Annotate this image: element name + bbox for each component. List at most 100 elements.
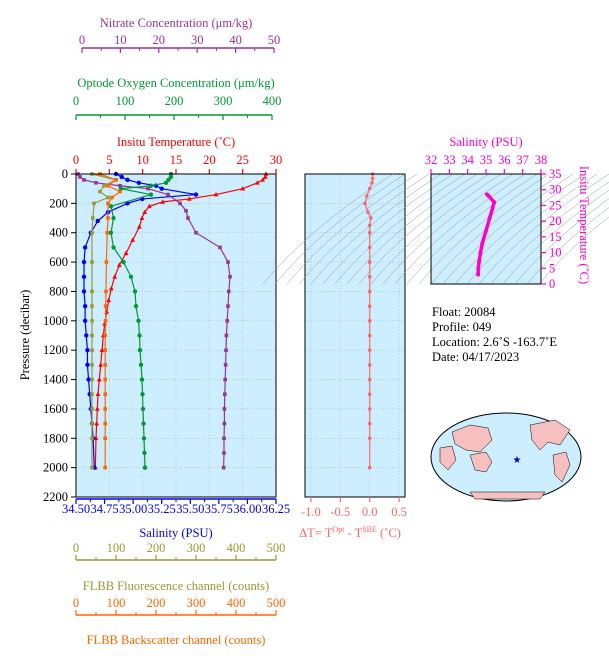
dt-point bbox=[367, 465, 372, 470]
salinity-axis-tick-label: 35.75 bbox=[205, 502, 233, 516]
series-point-0 bbox=[254, 180, 260, 185]
ts-point bbox=[490, 206, 495, 211]
pressure-axis-tick-label: 1000 bbox=[43, 314, 68, 328]
series-point-3 bbox=[111, 245, 116, 250]
series-point-1 bbox=[159, 186, 164, 191]
oxygen-axis-tick-label: 400 bbox=[263, 94, 282, 108]
ts-salinity-axis-tick-label: 36 bbox=[498, 153, 511, 167]
series-point-3 bbox=[140, 406, 146, 412]
dt-title-sup-opt: Opt bbox=[332, 525, 345, 534]
oxygen-axis-tick-label: 300 bbox=[214, 94, 233, 108]
series-point-2 bbox=[223, 363, 228, 367]
ts-point bbox=[477, 260, 482, 264]
ts-point bbox=[476, 272, 481, 277]
ts-salinity-axis-title: Salinity (PSU) bbox=[449, 135, 522, 149]
nitrate-axis-tick-label: 20 bbox=[153, 33, 166, 47]
series-point-4 bbox=[90, 230, 94, 235]
series-point-4 bbox=[90, 436, 94, 441]
series-point-1 bbox=[81, 289, 87, 294]
backscatter-axis-tick-label: 0 bbox=[73, 596, 79, 610]
profile-series bbox=[76, 171, 269, 470]
series-point-0 bbox=[112, 274, 118, 279]
pressure-axis-tick-label: 200 bbox=[49, 196, 68, 210]
ts-point bbox=[484, 228, 488, 233]
dt-title-main: ΔT= T bbox=[299, 526, 333, 540]
series-point-5 bbox=[103, 333, 107, 338]
ts-density-contour bbox=[310, 173, 442, 285]
fluorescence-axis-tick-label: 300 bbox=[187, 541, 206, 555]
oxygen-axis-title: Optode Oxygen Concentration (μm/kg) bbox=[77, 76, 274, 90]
ts-density-contour bbox=[538, 216, 609, 285]
series-point-2 bbox=[78, 175, 82, 179]
series-point-0 bbox=[146, 203, 152, 209]
dt-point bbox=[367, 407, 372, 411]
ts-point bbox=[486, 194, 491, 198]
series-point-3 bbox=[137, 333, 142, 338]
series-point-3 bbox=[166, 177, 171, 183]
ts-density-contour bbox=[442, 173, 574, 285]
dt-title-sup-sbe: SBE bbox=[362, 525, 377, 534]
series-point-0 bbox=[136, 224, 142, 229]
backscatter-axis-tick-label: 300 bbox=[187, 596, 206, 610]
pressure-axis-tick-label: 2200 bbox=[43, 490, 68, 504]
series-point-3 bbox=[108, 230, 114, 235]
series-point-3 bbox=[141, 436, 147, 441]
series-point-3 bbox=[168, 174, 174, 180]
map-land-australia bbox=[469, 451, 493, 473]
series-point-1 bbox=[125, 177, 130, 183]
fluorescence-axis-tick-label: 200 bbox=[147, 541, 166, 555]
series-point-1 bbox=[95, 218, 100, 224]
salinity-axis-tick-label: 34.50 bbox=[62, 502, 90, 516]
series-point-2 bbox=[118, 183, 122, 188]
series-point-2 bbox=[226, 260, 230, 264]
pressure-axis-tick-label: 400 bbox=[49, 226, 68, 240]
series-point-4 bbox=[90, 465, 94, 470]
series-point-5 bbox=[103, 304, 108, 308]
series-point-0 bbox=[139, 215, 145, 220]
nitrate-axis-tick-label: 50 bbox=[268, 33, 281, 47]
profile-plot-area bbox=[76, 174, 276, 497]
nitrate-axis-tick-label: 40 bbox=[229, 33, 242, 47]
ts-density-contour bbox=[286, 173, 418, 285]
series-point-5 bbox=[104, 289, 108, 294]
series-point-3 bbox=[142, 465, 148, 470]
series-point-2 bbox=[223, 377, 227, 382]
series-point-2 bbox=[224, 348, 228, 352]
backscatter-axis-tick-label: 100 bbox=[107, 596, 126, 610]
temperature-axis-tick-label: 5 bbox=[106, 153, 112, 167]
ts-density-contour bbox=[394, 173, 526, 285]
series-point-2 bbox=[221, 465, 226, 470]
series-point-0 bbox=[116, 262, 122, 267]
ts-series bbox=[476, 192, 497, 277]
ts-density-contour bbox=[262, 173, 394, 285]
ts-temperature-axis-title: Insitu Temperature (˚C) bbox=[577, 166, 591, 284]
series-point-0 bbox=[240, 186, 246, 191]
series-point-1 bbox=[81, 259, 87, 265]
series-point-3 bbox=[108, 204, 114, 209]
ts-salinity-axis-tick-label: 38 bbox=[535, 153, 548, 167]
series-point-2 bbox=[222, 407, 227, 411]
pressure-axis-tick-label: 1600 bbox=[43, 402, 68, 416]
ts-salinity-axis-tick-label: 37 bbox=[516, 153, 529, 167]
series-point-3 bbox=[136, 318, 141, 324]
salinity-axis-tick-label: 34.75 bbox=[91, 502, 119, 516]
salinity-axis-tick-label: 36.25 bbox=[262, 502, 290, 516]
dt-point bbox=[367, 289, 372, 294]
dt-plot-frame bbox=[304, 173, 406, 498]
dt-point bbox=[367, 421, 372, 426]
ts-point bbox=[492, 200, 497, 205]
series-point-5 bbox=[106, 216, 110, 220]
series-point-0 bbox=[96, 376, 102, 382]
pressure-axis-tick-label: 600 bbox=[49, 255, 68, 269]
backscatter-axis-tick-label: 400 bbox=[227, 596, 246, 610]
nitrate-axis-title: Nitrate Concentration (μm/kg) bbox=[100, 16, 253, 30]
series-point-4 bbox=[91, 216, 95, 220]
series-point-0 bbox=[123, 250, 129, 256]
series-point-1 bbox=[82, 318, 88, 324]
series-point-3 bbox=[133, 303, 139, 309]
salinity-axis-tick-label: 36.00 bbox=[233, 502, 261, 516]
fluorescence-axis-tick-label: 100 bbox=[107, 541, 126, 555]
dt-axis-tick-label: -1.0 bbox=[301, 505, 321, 519]
series-point-5 bbox=[103, 407, 107, 411]
